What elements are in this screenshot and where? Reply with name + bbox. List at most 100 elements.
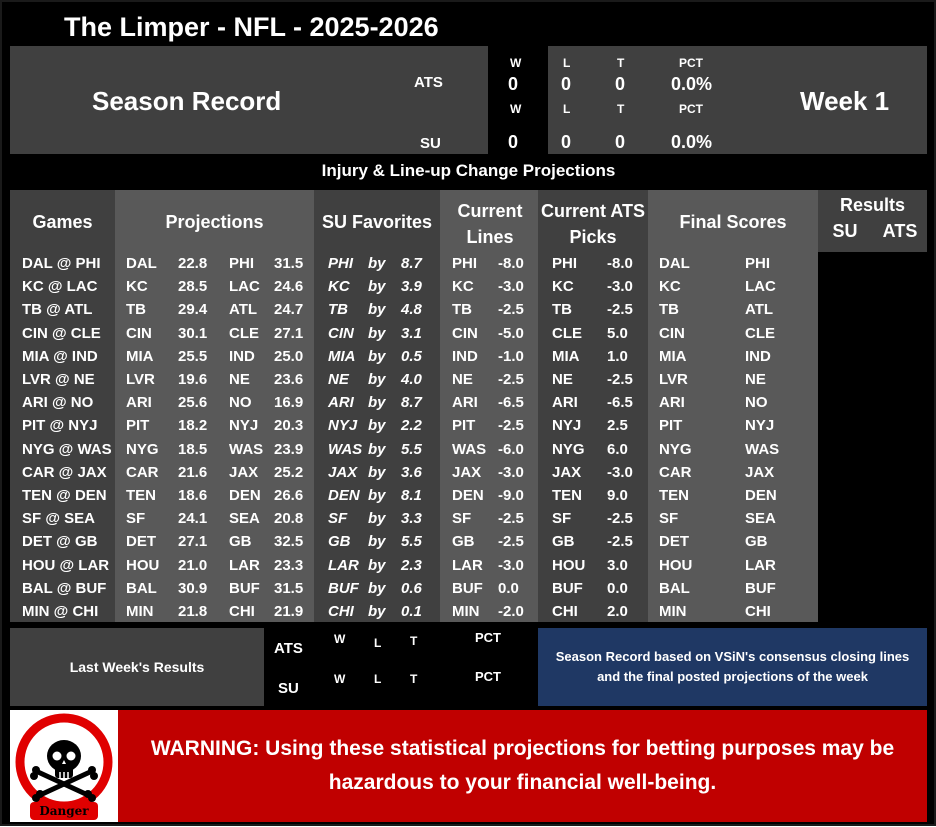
fav-team: DEN: [328, 487, 360, 504]
pick-value: -2.5: [607, 301, 633, 319]
proj-home-team: ATL: [229, 301, 258, 319]
lw-ats-col-w: W: [334, 632, 346, 646]
fav-margin: 8.1: [401, 487, 422, 504]
proj-home-team: NO: [229, 394, 252, 412]
proj-away-team: TB: [126, 301, 146, 319]
line-team: CIN: [452, 324, 478, 342]
proj-home-score: 23.3: [274, 556, 304, 574]
fav-margin: 8.7: [401, 255, 422, 272]
pick-team: CHI: [552, 603, 578, 620]
fav-team: WAS: [328, 440, 363, 458]
line-team: LAR: [452, 556, 483, 574]
proj-home-score: 23.6: [274, 371, 304, 388]
line-team: ARI: [452, 394, 478, 412]
proj-away-score: 25.5: [178, 347, 208, 365]
line-team: TB: [452, 301, 472, 319]
header-final-scores: Final Scores: [679, 212, 787, 232]
final-home-team: JAX: [745, 463, 775, 481]
fav-team: CHI: [328, 603, 354, 620]
final-away-team: NYG: [659, 440, 692, 458]
proj-home-score: 25.2: [274, 463, 304, 481]
fav-by: by: [368, 324, 386, 342]
warning-text: WARNING: Using these statistical project…: [150, 737, 895, 794]
pick-value: -6.5: [607, 394, 633, 412]
fav-team: GB: [328, 533, 351, 551]
line-value: -3.0: [498, 463, 524, 481]
proj-away-score: 21.0: [178, 556, 208, 574]
final-away-team: TB: [659, 301, 679, 319]
fav-by: by: [368, 487, 386, 504]
proj-home-score: 27.1: [274, 324, 304, 342]
pick-team: TEN: [552, 487, 582, 504]
proj-home-score: 20.3: [274, 417, 304, 435]
fav-margin: 4.8: [401, 301, 422, 319]
proj-home-score: 25.0: [274, 347, 304, 365]
final-home-team: LAC: [745, 278, 776, 296]
final-home-team: NO: [745, 394, 768, 412]
pick-value: 1.0: [607, 347, 628, 365]
col-games-bg: [10, 190, 115, 622]
last-week-ats-label: ATS: [274, 640, 303, 657]
proj-home-team: IND: [229, 347, 255, 365]
final-away-team: LVR: [659, 371, 688, 388]
lw-ats-col-pct: PCT: [475, 630, 501, 645]
final-away-team: BAL: [659, 579, 690, 597]
su-ties: 0: [615, 132, 626, 152]
su-label: SU: [420, 135, 441, 152]
proj-away-score: 30.1: [178, 324, 208, 342]
final-home-team: PHI: [745, 255, 771, 272]
fav-by: by: [368, 463, 386, 481]
fav-by: by: [368, 556, 386, 574]
pick-value: -3.0: [607, 278, 633, 296]
fav-team: CIN: [328, 324, 354, 342]
pick-team: NYG: [552, 440, 585, 458]
su-losses: 0: [561, 132, 572, 152]
game-matchup: DAL @ PHI: [22, 255, 101, 272]
proj-away-score: 18.5: [178, 440, 208, 458]
line-value: -3.0: [498, 556, 524, 574]
proj-home-team: LAC: [229, 278, 260, 296]
fav-margin: 3.1: [401, 324, 422, 342]
final-home-team: GB: [745, 533, 768, 551]
fav-team: LAR: [328, 556, 359, 574]
fav-team: NE: [328, 371, 349, 388]
final-away-team: KC: [659, 278, 681, 296]
pick-team: NE: [552, 371, 573, 388]
proj-home-team: BUF: [229, 579, 260, 597]
line-team: BUF: [452, 579, 483, 597]
line-team: PIT: [452, 417, 476, 435]
ats-pct: 0.0%: [671, 74, 713, 94]
header-results-su: SU: [832, 221, 858, 241]
final-away-team: DAL: [659, 255, 690, 272]
col-lines-bg: [440, 190, 538, 622]
line-value: -9.0: [498, 487, 524, 504]
final-away-team: MIA: [659, 347, 687, 365]
proj-away-score: 18.2: [178, 417, 208, 435]
fav-team: MIA: [328, 347, 356, 365]
header-current-ats-picks: Current ATS Picks: [540, 201, 645, 247]
fav-team: TB: [328, 301, 348, 319]
final-home-team: NYJ: [745, 417, 775, 435]
pick-value: 2.0: [607, 603, 628, 620]
proj-away-team: ARI: [126, 394, 152, 412]
proj-away-score: 21.8: [178, 603, 208, 620]
proj-home-team: JAX: [229, 463, 259, 481]
proj-home-team: GB: [229, 533, 252, 551]
final-away-team: MIN: [659, 603, 687, 620]
proj-home-team: LAR: [229, 556, 260, 574]
proj-away-team: CAR: [126, 463, 159, 481]
pick-value: 9.0: [607, 487, 628, 504]
lw-ats-col-l: L: [374, 636, 382, 650]
pick-value: -2.5: [607, 371, 633, 388]
game-matchup: ARI @ NO: [22, 394, 94, 412]
final-away-team: CIN: [659, 324, 685, 342]
line-value: -2.5: [498, 301, 524, 319]
header-results-ats: ATS: [882, 221, 918, 241]
pick-value: 2.5: [607, 417, 628, 435]
danger-sign: Danger: [10, 710, 118, 822]
proj-away-team: HOU: [126, 556, 160, 574]
lw-su-col-t: T: [410, 672, 418, 686]
proj-home-team: DEN: [229, 487, 261, 504]
proj-home-team: CLE: [229, 324, 259, 342]
lw-su-col-pct: PCT: [475, 669, 501, 684]
